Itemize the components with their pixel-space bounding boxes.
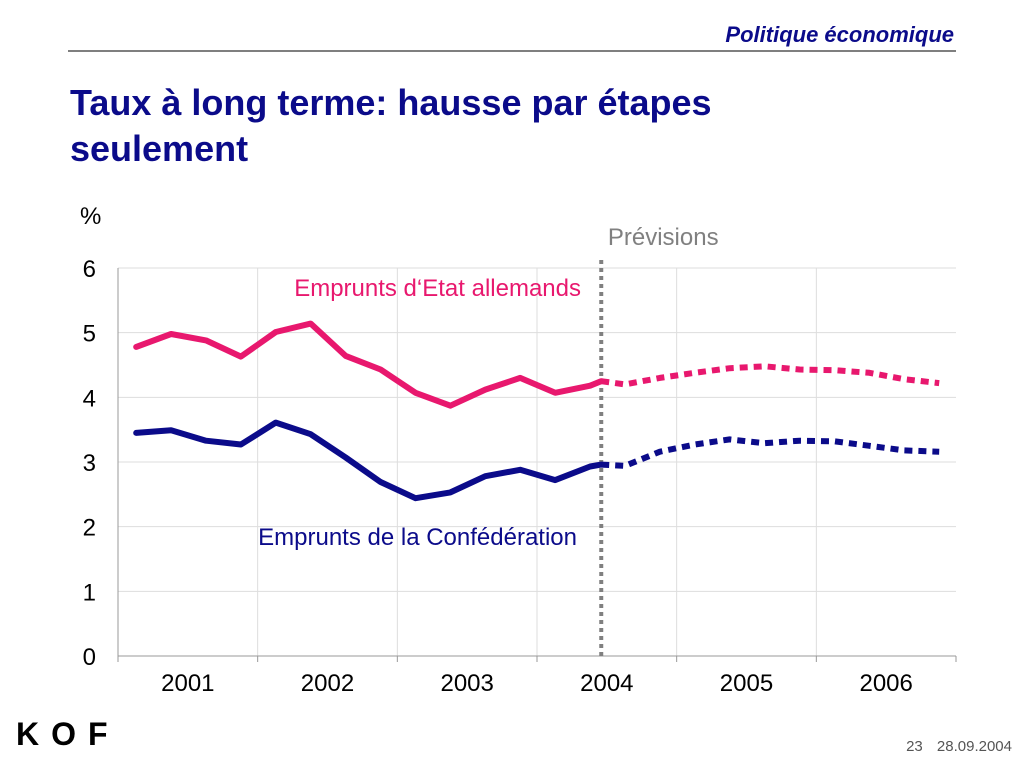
forecast-label: Prévisions [608, 224, 719, 251]
x-tick-label: 2006 [859, 670, 912, 697]
page-title: Taux à long terme: hausse par étapes seu… [70, 80, 930, 172]
page-title-line-1: Taux à long terme: hausse par étapes [70, 82, 712, 123]
y-tick-label: 1 [83, 579, 96, 606]
y-tick-label: 3 [83, 450, 96, 477]
y-tick-label: 6 [83, 256, 96, 283]
x-tick-label: 2001 [161, 670, 214, 697]
y-axis-label: % [80, 203, 101, 230]
x-tick-label: 2002 [301, 670, 354, 697]
footer-meta: 23 28.09.2004 [896, 738, 1012, 755]
slide-date: 28.09.2004 [936, 738, 1012, 755]
series-label-swiss: Emprunts de la Confédération [258, 524, 577, 551]
page-title-line-2: seulement [70, 128, 249, 169]
series-line-german [133, 320, 605, 409]
y-tick-label: 2 [83, 515, 96, 542]
series-forecast-line-swiss [601, 436, 940, 469]
kof-logo: KOF [16, 716, 120, 752]
series-label-german: Emprunts d‘Etat allemands [294, 275, 581, 302]
y-tick-label: 0 [83, 644, 96, 671]
x-tick-label: 2004 [580, 670, 633, 697]
page-number: 23 [906, 738, 923, 755]
x-tick-label: 2005 [720, 670, 773, 697]
series-forecast-line-german [600, 363, 940, 388]
y-tick-label: 4 [83, 385, 96, 412]
y-tick-label: 5 [83, 321, 96, 348]
section-label: Politique économique [725, 22, 954, 47]
header-divider [68, 50, 956, 52]
x-tick-label: 2003 [440, 670, 493, 697]
series-line-swiss [133, 419, 605, 502]
